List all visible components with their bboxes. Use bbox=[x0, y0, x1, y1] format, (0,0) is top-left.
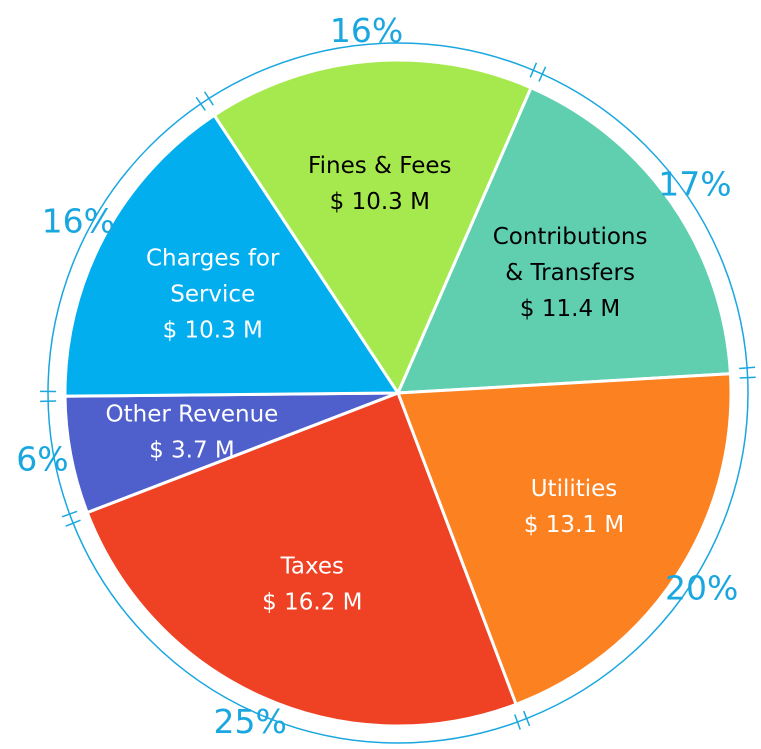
ring-tick bbox=[539, 67, 546, 82]
percent-label: 25% bbox=[214, 702, 287, 741]
value-label: $ 3.7 M bbox=[149, 437, 235, 463]
ring-tick bbox=[740, 377, 756, 378]
ring-tick bbox=[205, 92, 214, 105]
percent-label: 20% bbox=[665, 568, 738, 607]
category-line: & Transfers bbox=[505, 260, 635, 286]
value-label: $ 10.3 M bbox=[330, 189, 430, 215]
category-line: Fines & Fees bbox=[308, 153, 451, 179]
percent-label: 16% bbox=[42, 202, 115, 241]
ring-tick bbox=[530, 63, 536, 78]
category-line: Taxes bbox=[280, 553, 344, 579]
category-line: Charges for bbox=[146, 245, 280, 271]
percent-label: 17% bbox=[658, 164, 731, 203]
value-label: $ 10.3 M bbox=[163, 317, 263, 343]
ring-tick bbox=[196, 97, 205, 110]
category-line: Service bbox=[170, 281, 255, 307]
percent-label: 6% bbox=[16, 439, 68, 478]
value-label: $ 16.2 M bbox=[262, 589, 362, 615]
percent-label: 16% bbox=[330, 11, 403, 50]
ring-tick bbox=[739, 367, 755, 368]
category-line: Contributions bbox=[493, 224, 648, 250]
value-label: $ 13.1 M bbox=[524, 512, 624, 538]
category-line: Utilities bbox=[531, 476, 618, 502]
ring-tick bbox=[524, 711, 530, 726]
category-line: Other Revenue bbox=[106, 401, 279, 427]
ring-tick bbox=[66, 520, 81, 526]
value-label: $ 11.4 M bbox=[520, 296, 620, 322]
